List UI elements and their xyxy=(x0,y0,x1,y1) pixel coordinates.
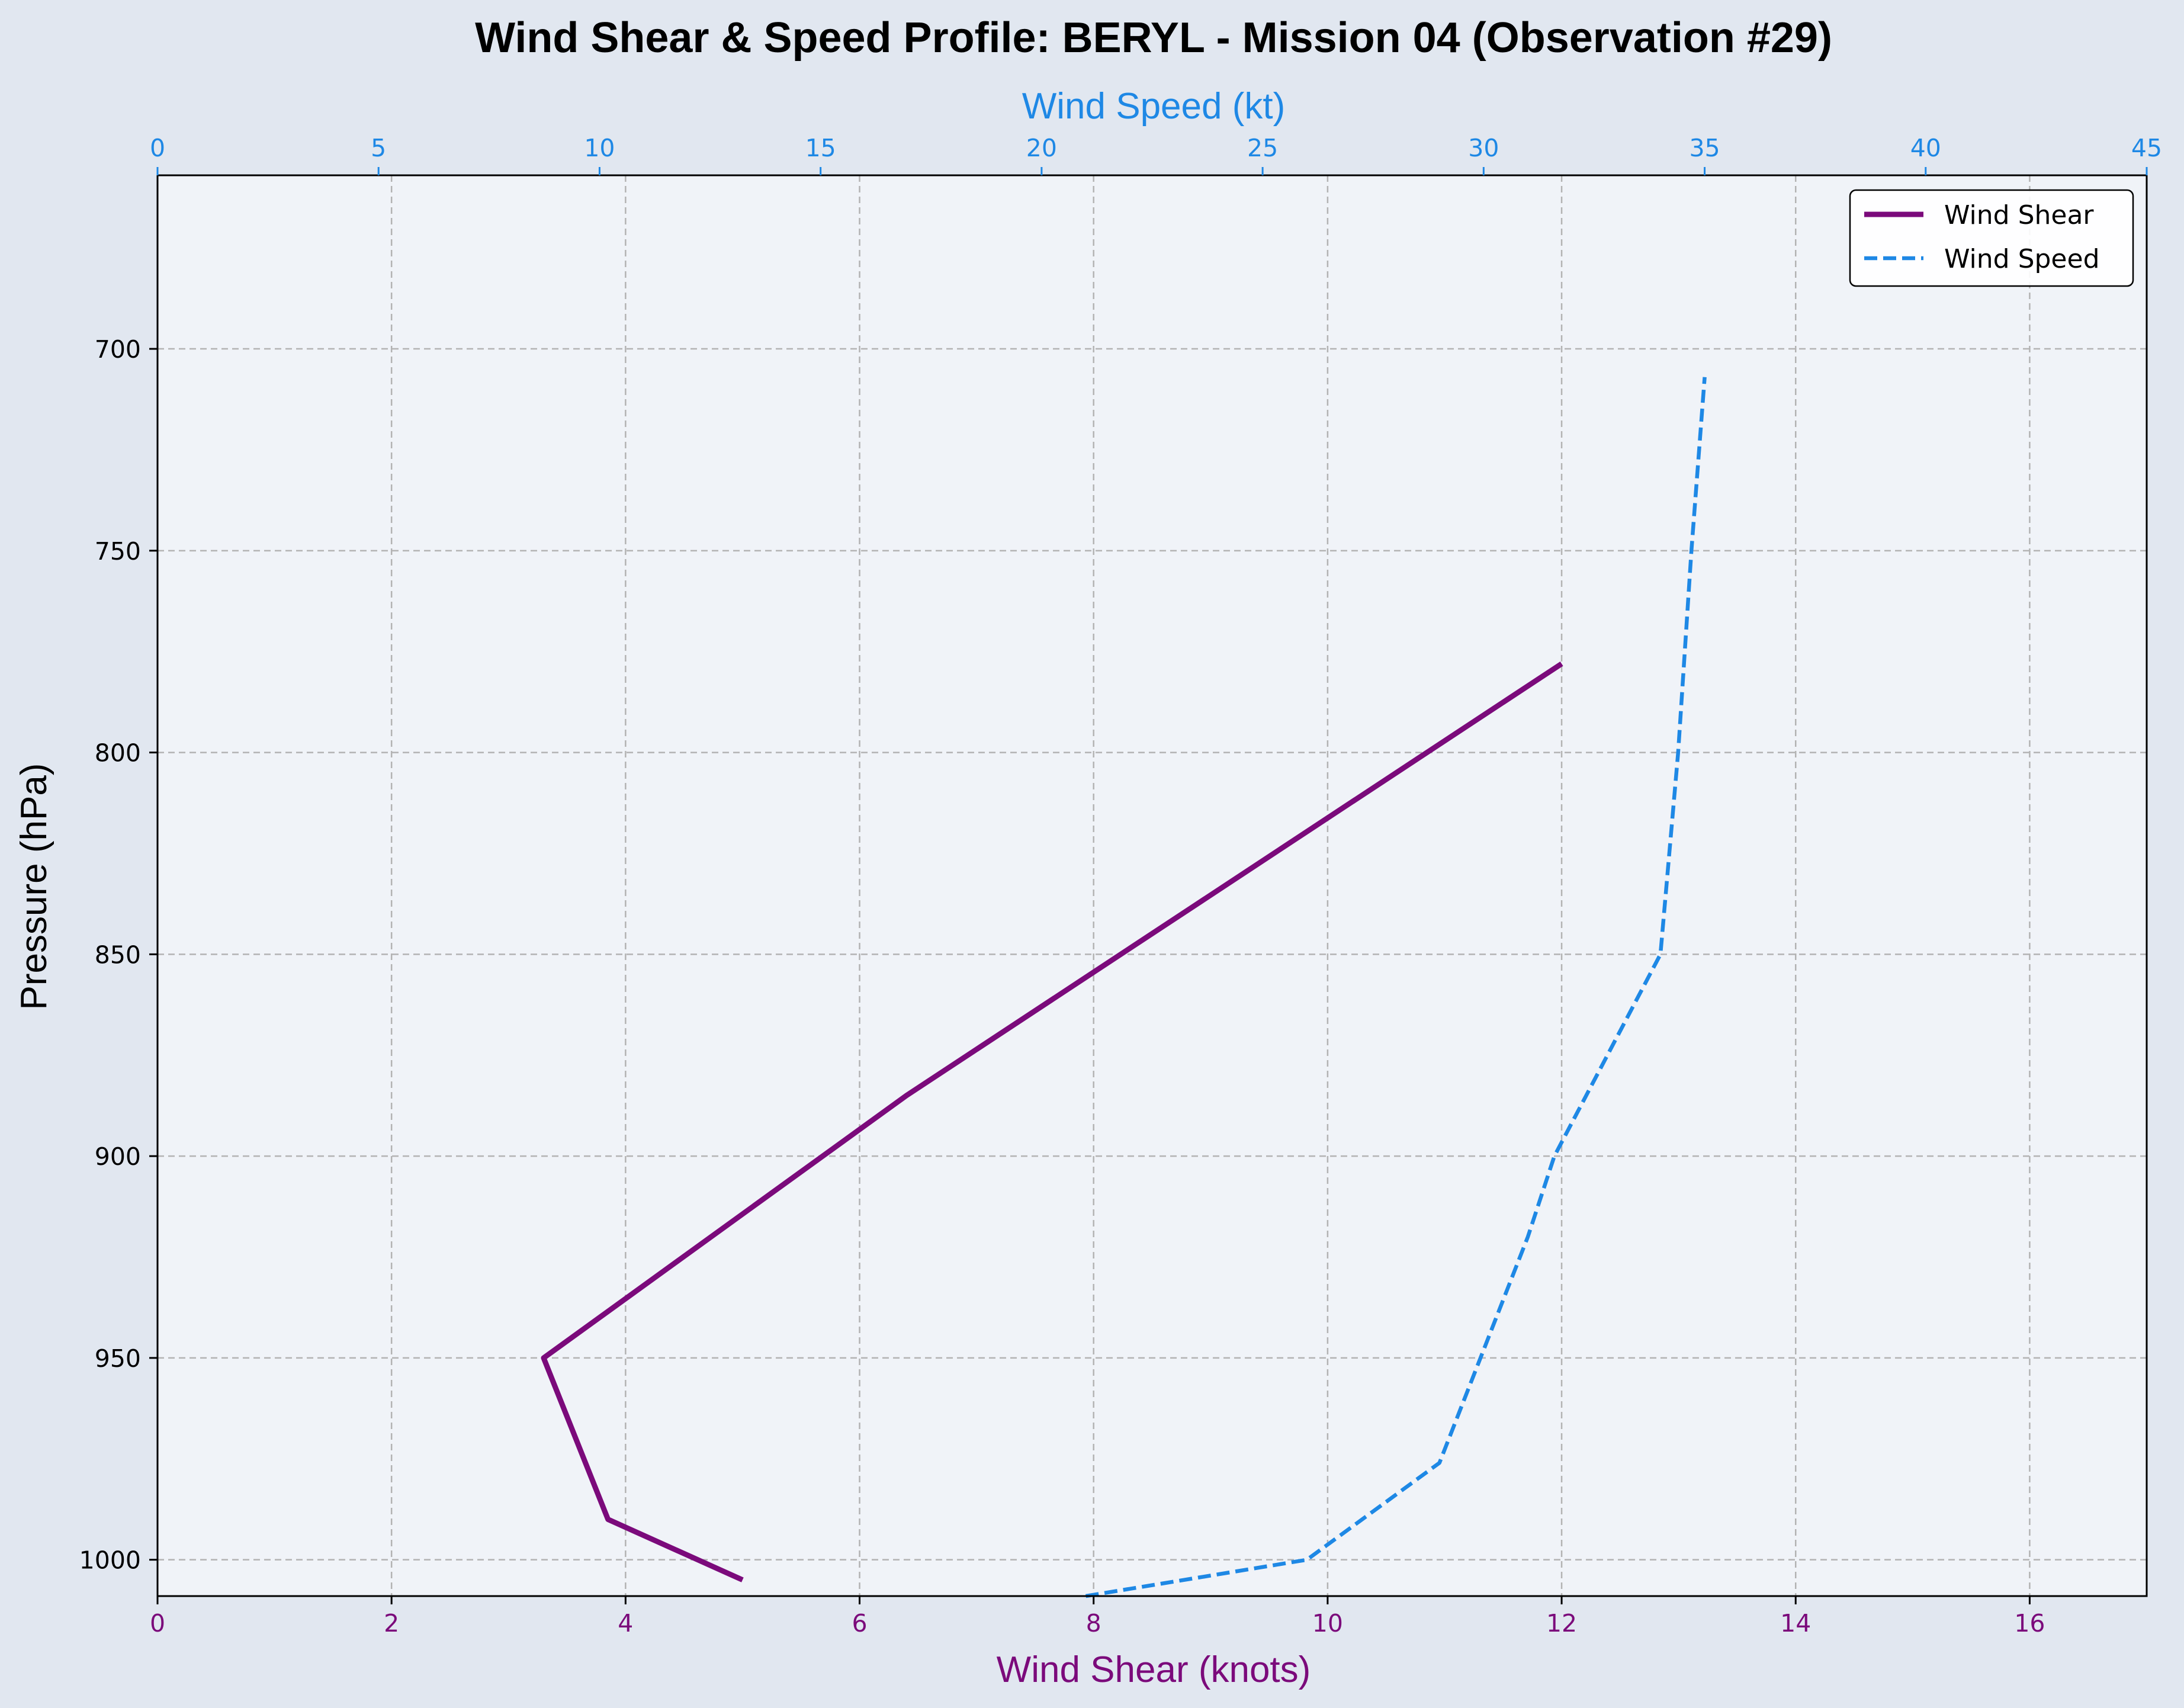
top-tick-label: 0 xyxy=(150,134,165,162)
bottom-tick-label: 4 xyxy=(618,1609,633,1638)
legend-label-speed: Wind Speed xyxy=(1944,244,2100,274)
bottom-tick-label: 14 xyxy=(1780,1609,1811,1638)
y-axis-label: Pressure (hPa) xyxy=(14,763,54,1010)
top-tick-label: 10 xyxy=(584,134,615,162)
bottom-tick-label: 10 xyxy=(1312,1609,1343,1638)
top-tick-label: 45 xyxy=(2131,134,2162,162)
top-tick-label: 5 xyxy=(371,134,386,162)
top-axis-label: Wind Speed (kt) xyxy=(1022,86,1286,127)
top-tick-label: 35 xyxy=(1689,134,1720,162)
top-tick-label: 20 xyxy=(1026,134,1057,162)
bottom-tick-label: 12 xyxy=(1546,1609,1577,1638)
legend: Wind Shear Wind Speed xyxy=(1849,189,2134,287)
top-tick-label: 15 xyxy=(805,134,836,162)
plot-area xyxy=(158,175,2147,1596)
y-tick-label: 900 xyxy=(95,1142,141,1171)
series-lines xyxy=(541,377,1707,1598)
legend-label-shear: Wind Shear xyxy=(1944,200,2094,230)
top-tick-label: 30 xyxy=(1468,134,1499,162)
top-tick-label: 25 xyxy=(1247,134,1278,162)
y-axis-ticks: 700 750 800 850 900 950 1000 xyxy=(79,335,158,1575)
bottom-tick-label: 6 xyxy=(852,1609,867,1638)
bottom-tick-label: 16 xyxy=(2014,1609,2045,1638)
chart-title: Wind Shear & Speed Profile: BERYL - Miss… xyxy=(475,14,1832,62)
y-tick-label: 950 xyxy=(95,1344,141,1373)
top-tick-label: 40 xyxy=(1910,134,1941,162)
top-axis-ticks: 0 5 10 15 20 25 30 35 40 45 xyxy=(150,134,2162,175)
y-tick-label: 800 xyxy=(95,739,141,768)
y-tick-label: 850 xyxy=(95,940,141,969)
bottom-axis-label: Wind Shear (knots) xyxy=(997,1649,1311,1690)
wind-shear-line xyxy=(541,661,1563,1582)
y-tick-label: 750 xyxy=(95,537,141,566)
wind-speed-line xyxy=(1085,377,1707,1598)
bottom-tick-label: 8 xyxy=(1086,1609,1101,1638)
bottom-tick-label: 2 xyxy=(384,1609,399,1638)
y-tick-label: 1000 xyxy=(79,1546,141,1575)
grid-lines xyxy=(156,175,2147,1596)
plot-frame xyxy=(156,174,2148,1597)
bottom-tick-label: 0 xyxy=(150,1609,165,1638)
y-tick-label: 700 xyxy=(95,335,141,364)
bottom-axis-ticks: 0 2 4 6 8 10 12 14 16 xyxy=(150,1596,2045,1638)
